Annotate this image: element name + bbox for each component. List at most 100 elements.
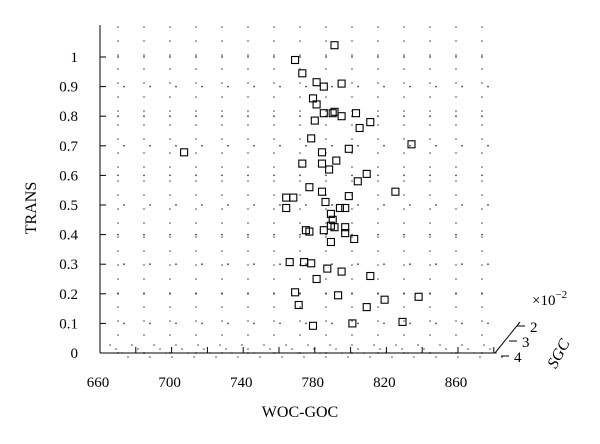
grid-dot	[273, 306, 275, 308]
grid-dot	[377, 56, 379, 58]
grid-dot	[481, 208, 483, 210]
grid-dot	[195, 180, 197, 182]
grid-dot	[143, 152, 145, 154]
grid-dot	[169, 222, 171, 224]
grid-dot	[325, 96, 327, 98]
grid-dot	[143, 208, 145, 210]
grid-dot	[117, 278, 119, 280]
grid-dot	[467, 348, 469, 350]
grid-dot	[391, 356, 393, 358]
grid-dot	[377, 334, 379, 336]
data-point	[337, 112, 346, 121]
data-point	[341, 223, 350, 232]
grid-dot	[455, 82, 457, 84]
grid-dot	[481, 292, 483, 294]
grid-dot	[143, 54, 145, 56]
grid-dot	[483, 344, 485, 346]
grid-dot	[403, 82, 405, 84]
grid-dot	[149, 204, 151, 206]
grid-dot	[305, 85, 307, 88]
y-tick-label: 0.7	[59, 139, 78, 155]
grid-dot	[395, 344, 397, 346]
z-tick-label: 4	[514, 350, 522, 366]
grid-dot	[455, 236, 457, 238]
data-point	[380, 295, 389, 304]
grid-dot	[455, 152, 457, 154]
data-point	[348, 319, 357, 328]
grid-dot	[117, 152, 119, 154]
grid-dot	[227, 322, 229, 325]
grid-dot	[159, 348, 161, 350]
grid-dot	[487, 85, 489, 88]
grid-dot	[409, 144, 411, 147]
grid-dot	[247, 166, 249, 168]
data-point	[294, 300, 303, 310]
data-point	[351, 109, 361, 118]
grid-dot	[221, 233, 223, 236]
grid-dot	[351, 166, 353, 168]
grid-dot	[127, 356, 129, 358]
grid-dot	[117, 96, 119, 98]
grid-dot	[429, 56, 431, 58]
grid-dot	[439, 344, 441, 346]
grid-dot	[169, 250, 171, 252]
grid-dot	[481, 138, 483, 140]
data-point	[350, 234, 359, 244]
x-tick-label: 820	[373, 375, 396, 391]
grid-dot	[273, 194, 275, 196]
grid-dot	[143, 236, 145, 238]
data-point	[305, 227, 314, 236]
grid-dot	[325, 68, 327, 70]
grid-dot	[377, 82, 379, 84]
grid-dot	[377, 26, 379, 28]
grid-dot	[435, 85, 437, 88]
grid-dot	[143, 68, 145, 70]
grid-dot	[195, 334, 197, 336]
grid-dot	[325, 180, 327, 182]
grid-dot	[409, 204, 411, 206]
grid-dot	[325, 306, 327, 308]
x-tick-label: 660	[87, 375, 110, 391]
data-points	[180, 41, 423, 330]
grid-dot	[481, 152, 483, 154]
grid-dot	[273, 82, 275, 84]
data-point	[330, 223, 339, 232]
grid-dot	[247, 292, 249, 294]
data-point	[353, 177, 362, 186]
grid-dot	[117, 166, 119, 168]
grid-dot	[455, 320, 457, 322]
grid-dot	[325, 334, 327, 336]
grid-dot	[445, 348, 447, 350]
grid-dot	[455, 250, 457, 252]
grid-dot	[273, 292, 275, 294]
data-point	[317, 159, 327, 168]
grid-dot	[299, 26, 301, 28]
grid-dot	[273, 26, 275, 28]
grid-dot	[221, 320, 223, 322]
grid-dot	[117, 250, 119, 252]
grid-dot	[351, 68, 353, 70]
grid-dot	[379, 348, 381, 350]
grid-dot	[221, 115, 223, 118]
grid-dot	[429, 54, 431, 56]
grid-dot	[429, 236, 431, 238]
grid-dot	[137, 348, 139, 350]
grid-dot	[357, 204, 359, 206]
grid-dot	[481, 306, 483, 308]
grid-dot	[403, 96, 405, 98]
grid-dot	[279, 85, 281, 88]
grid-dot	[351, 180, 353, 182]
grid-dot	[169, 233, 171, 236]
grid-dot	[403, 54, 405, 56]
grid-dot	[181, 348, 183, 350]
grid-dot	[149, 322, 151, 325]
grid-dot	[377, 68, 379, 70]
grid-dot	[383, 263, 385, 266]
grid-dot	[377, 320, 379, 322]
grid-dot	[279, 322, 281, 325]
grid-dot	[221, 174, 223, 177]
grid-dot	[273, 152, 275, 154]
grid-dot	[307, 344, 309, 346]
grid-dot	[299, 152, 301, 154]
grid-dot	[429, 194, 431, 196]
